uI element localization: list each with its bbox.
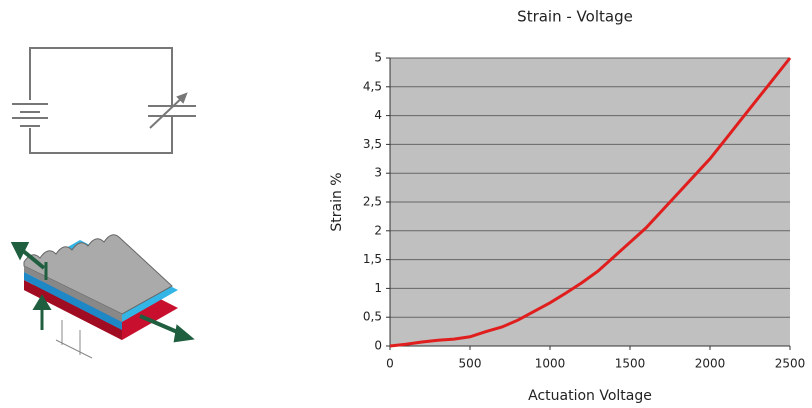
x-axis-title: Actuation Voltage: [528, 388, 652, 404]
y-tick-label: 2,5: [363, 195, 382, 209]
chart-title: Strain - Voltage: [517, 8, 633, 26]
y-axis-title: Strain %: [329, 172, 345, 231]
y-tick-label: 0: [374, 339, 382, 353]
x-tick-label: 1000: [535, 357, 566, 371]
y-tick-label: 5: [374, 51, 382, 65]
x-tick-label: 2000: [695, 357, 726, 371]
x-tick-label: 0: [386, 357, 394, 371]
x-tick-label: 1500: [615, 357, 646, 371]
circuit-diagram: [12, 47, 196, 154]
data-line: [389, 57, 792, 348]
actuator-illustration: [10, 234, 195, 359]
y-tick-label: 1,5: [363, 252, 382, 266]
x-tick-label: 2500: [775, 357, 806, 371]
y-tick-label: 1: [374, 281, 382, 295]
x-tick-label: 500: [459, 357, 482, 371]
y-tick-label: 3: [374, 166, 382, 180]
y-tick-label: 4: [374, 108, 382, 122]
y-tick-label: 2: [374, 223, 382, 237]
y-tick-label: 0,5: [363, 310, 382, 324]
y-tick-label: 3,5: [363, 137, 382, 151]
y-tick-label: 4,5: [363, 79, 382, 93]
